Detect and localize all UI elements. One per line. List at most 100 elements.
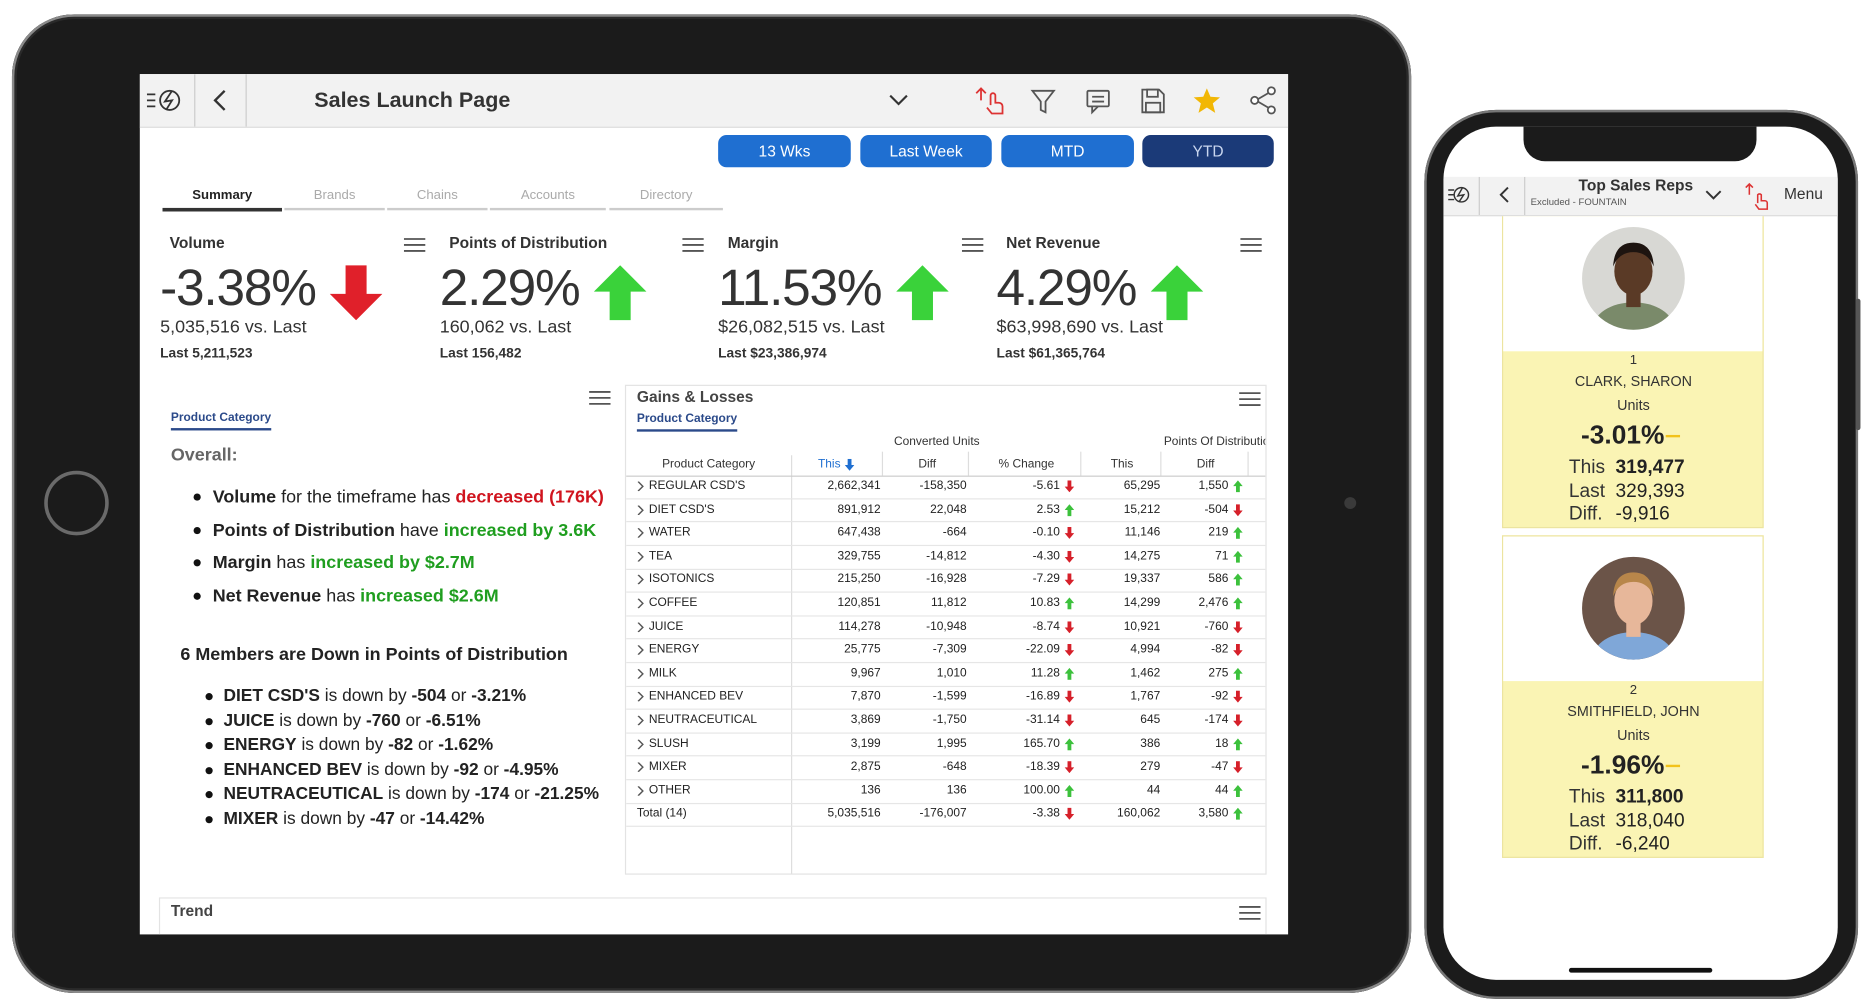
cell: -1,599 [932, 690, 967, 704]
app-icon[interactable] [146, 89, 181, 111]
cell: -1,750 [932, 713, 967, 727]
column-header[interactable]: Diff [918, 457, 937, 472]
cell: 5,035,516 [827, 807, 881, 821]
cell: 136 [860, 783, 881, 798]
save-icon[interactable] [1141, 88, 1165, 114]
row-rule [626, 802, 1266, 804]
row-label[interactable]: COFFEE [648, 596, 698, 610]
row-label[interactable]: MIXER [648, 760, 687, 774]
dropdown[interactable] [889, 94, 908, 106]
period-button[interactable]: 13 Wks [718, 135, 851, 168]
column-header[interactable]: Diff [1196, 457, 1215, 472]
filter-label[interactable]: Product Category [636, 413, 738, 432]
row-label[interactable]: ENERGY [648, 643, 700, 657]
kpi-comparison: 160,062 vs. Last [439, 317, 572, 338]
expand-chevron [637, 762, 644, 773]
period-button[interactable]: Last Week [860, 135, 992, 168]
cell: -16.89 [1025, 690, 1060, 704]
column-divider [881, 451, 884, 476]
cell: 7,870 [850, 690, 881, 704]
home-button[interactable] [44, 470, 109, 536]
kpi-value: 4.29% [996, 259, 1138, 317]
change-arrow [1064, 737, 1075, 750]
column-header[interactable]: % Change [998, 457, 1055, 472]
comment-icon[interactable] [1086, 89, 1110, 115]
gains-losses-panel [624, 384, 1267, 875]
dropdown[interactable] [1705, 190, 1722, 200]
change-arrow [1064, 667, 1075, 680]
kpi-comparison: 5,035,516 vs. Last [160, 317, 307, 338]
cell: 645 [1140, 713, 1161, 727]
row-label[interactable]: ISOTONICS [648, 573, 715, 587]
expand-chevron [637, 692, 644, 702]
tab[interactable]: Brands [313, 188, 356, 203]
change-arrow [1064, 597, 1075, 610]
member-line: MIXER is down by -47 or -14.42% [223, 810, 484, 830]
change-arrow [1064, 784, 1075, 797]
change-arrow [1233, 761, 1243, 774]
change-arrow [1233, 480, 1243, 493]
row-label[interactable]: REGULAR CSD'S [648, 479, 746, 493]
app-icon[interactable] [1448, 186, 1470, 203]
cell: 136 [946, 783, 967, 798]
row-label[interactable]: JUICE [648, 619, 684, 634]
cell: -176,007 [919, 807, 967, 821]
tab[interactable]: Chains [416, 188, 458, 203]
kpi-last: Last 5,211,523 [160, 346, 253, 362]
menu-button[interactable]: Menu [1783, 184, 1823, 203]
filter-icon[interactable] [1030, 89, 1056, 114]
text-segment: DIET CSD'S [223, 686, 320, 706]
row-label[interactable]: DIET CSD'S [648, 502, 715, 517]
row-label[interactable]: NEUTRACEUTICAL [648, 713, 758, 727]
tab[interactable]: Summary [192, 188, 253, 203]
period-button[interactable]: MTD [1001, 135, 1134, 168]
back-button[interactable] [1499, 186, 1509, 203]
tab[interactable]: Accounts [520, 188, 575, 203]
column-header[interactable]: Product Category [662, 457, 756, 472]
text-segment: -92 [453, 760, 479, 780]
kpi-comparison: $26,082,515 vs. Last [718, 317, 885, 338]
row-label[interactable]: WATER [648, 526, 691, 540]
row-label[interactable]: OTHER [648, 783, 691, 798]
row-label[interactable]: TEA [648, 549, 673, 563]
rep-name[interactable]: SMITHFIELD, JOHN [1567, 702, 1700, 720]
favorite-icon[interactable] [1193, 88, 1220, 113]
row-label[interactable]: ENHANCED BEV [648, 690, 744, 704]
rep-rank: 1 [1629, 353, 1638, 368]
cell: 275 [1208, 666, 1229, 680]
touch-icon[interactable] [975, 87, 1004, 115]
period-button[interactable]: YTD [1142, 135, 1274, 168]
column-header[interactable]: This [817, 457, 841, 472]
text-segment: or [394, 809, 420, 829]
cell: 22,048 [930, 502, 967, 517]
cell: -504 [1204, 502, 1229, 517]
expand-chevron [637, 668, 644, 679]
share-icon[interactable] [1250, 86, 1276, 115]
panel-menu [1239, 906, 1261, 920]
cell: -31.14 [1025, 713, 1060, 727]
row-label[interactable]: MILK [648, 666, 677, 680]
column-header[interactable]: This [1110, 457, 1134, 472]
text-segment: -3.21% [471, 686, 527, 706]
tab[interactable]: Directory [639, 188, 693, 203]
row-label[interactable]: SLUSH [648, 737, 689, 751]
expand-chevron [637, 715, 644, 726]
touch-icon[interactable] [1745, 182, 1769, 210]
cell: -16,928 [926, 573, 967, 587]
text-segment: have [394, 520, 444, 541]
filter-label[interactable]: Product Category [170, 411, 272, 430]
cell: 1,767 [1130, 690, 1161, 704]
rep-name[interactable]: CLARK, SHARON [1574, 372, 1692, 390]
member-line: NEUTRACEUTICAL is down by -174 or -21.25… [223, 785, 599, 805]
kpi-label: Net Revenue [1006, 233, 1101, 252]
panel-menu [403, 238, 426, 252]
tab-underline [609, 207, 723, 211]
tab-underline [284, 207, 385, 211]
cell: 9,967 [850, 666, 881, 680]
cell: -47 [1211, 760, 1229, 774]
change-dash [1665, 434, 1681, 438]
phone-subtitle: Excluded - FOUNTAIN [1530, 196, 1627, 208]
bullet [193, 526, 201, 535]
back-button[interactable] [213, 89, 226, 111]
total-label: Total (14) [636, 807, 687, 821]
